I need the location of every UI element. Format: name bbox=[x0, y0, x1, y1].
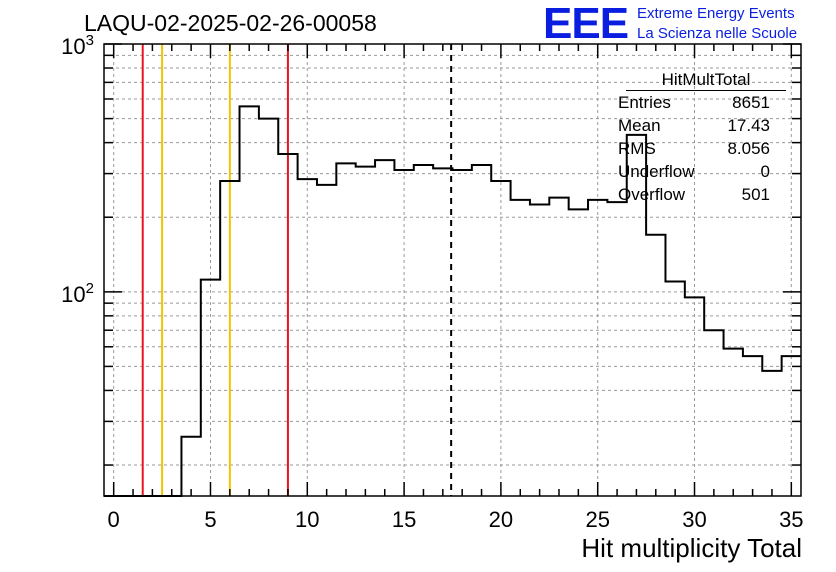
stats-key: Mean bbox=[618, 116, 661, 135]
x-tick-label: 30 bbox=[682, 507, 706, 532]
stats-value: 501 bbox=[741, 185, 770, 204]
x-axis-label: Hit multiplicity Total bbox=[581, 533, 802, 563]
x-tick-label: 5 bbox=[204, 507, 216, 532]
plot-title: LAQU-02-2025-02-26-00058 bbox=[84, 10, 377, 36]
grid-lines bbox=[104, 44, 801, 496]
stats-value: 8651 bbox=[732, 93, 770, 112]
stats-title: HitMultTotal bbox=[626, 70, 786, 91]
logo-caption: Extreme Energy Events La Scienza nelle S… bbox=[637, 4, 797, 44]
stats-value: 8.056 bbox=[727, 139, 770, 158]
x-axis: 0 5 10 15 20 25 30 35 bbox=[108, 44, 804, 532]
stats-row: RMS 8.056 bbox=[612, 137, 806, 160]
logo-line-2: La Scienza nelle Scuole bbox=[637, 25, 798, 42]
y-tick-label: 103 bbox=[61, 32, 94, 59]
stats-row: Overflow 501 bbox=[612, 183, 806, 206]
x-tick-label: 20 bbox=[489, 507, 513, 532]
stats-value: 17.43 bbox=[727, 116, 770, 135]
histogram-series bbox=[104, 105, 801, 497]
stats-key: Underflow bbox=[618, 162, 695, 181]
y-tick-label: 102 bbox=[61, 280, 94, 307]
x-tick-label: 35 bbox=[779, 507, 803, 532]
stats-row: Mean 17.43 bbox=[612, 114, 806, 137]
stats-key: Overflow bbox=[618, 185, 686, 204]
eee-logo: EEE bbox=[543, 0, 629, 48]
y-axis: 102 103 bbox=[61, 32, 801, 466]
x-tick-label: 10 bbox=[295, 507, 319, 532]
x-tick-label: 15 bbox=[392, 507, 416, 532]
x-tick-label: 25 bbox=[585, 507, 609, 532]
stats-row: Underflow 0 bbox=[612, 160, 806, 183]
plot-frame bbox=[103, 43, 802, 497]
histogram-line bbox=[104, 105, 801, 497]
logo-line-1: Extreme Energy Events bbox=[637, 5, 795, 22]
stats-value: 0 bbox=[760, 162, 770, 181]
stats-key: Entries bbox=[618, 93, 671, 112]
stats-row: Entries 8651 bbox=[612, 91, 806, 114]
stats-key: RMS bbox=[618, 139, 656, 158]
stats-box: HitMultTotal Entries 8651 Mean 17.43 RMS… bbox=[612, 70, 806, 206]
x-tick-label: 0 bbox=[108, 507, 120, 532]
marker-lines bbox=[141, 44, 453, 496]
